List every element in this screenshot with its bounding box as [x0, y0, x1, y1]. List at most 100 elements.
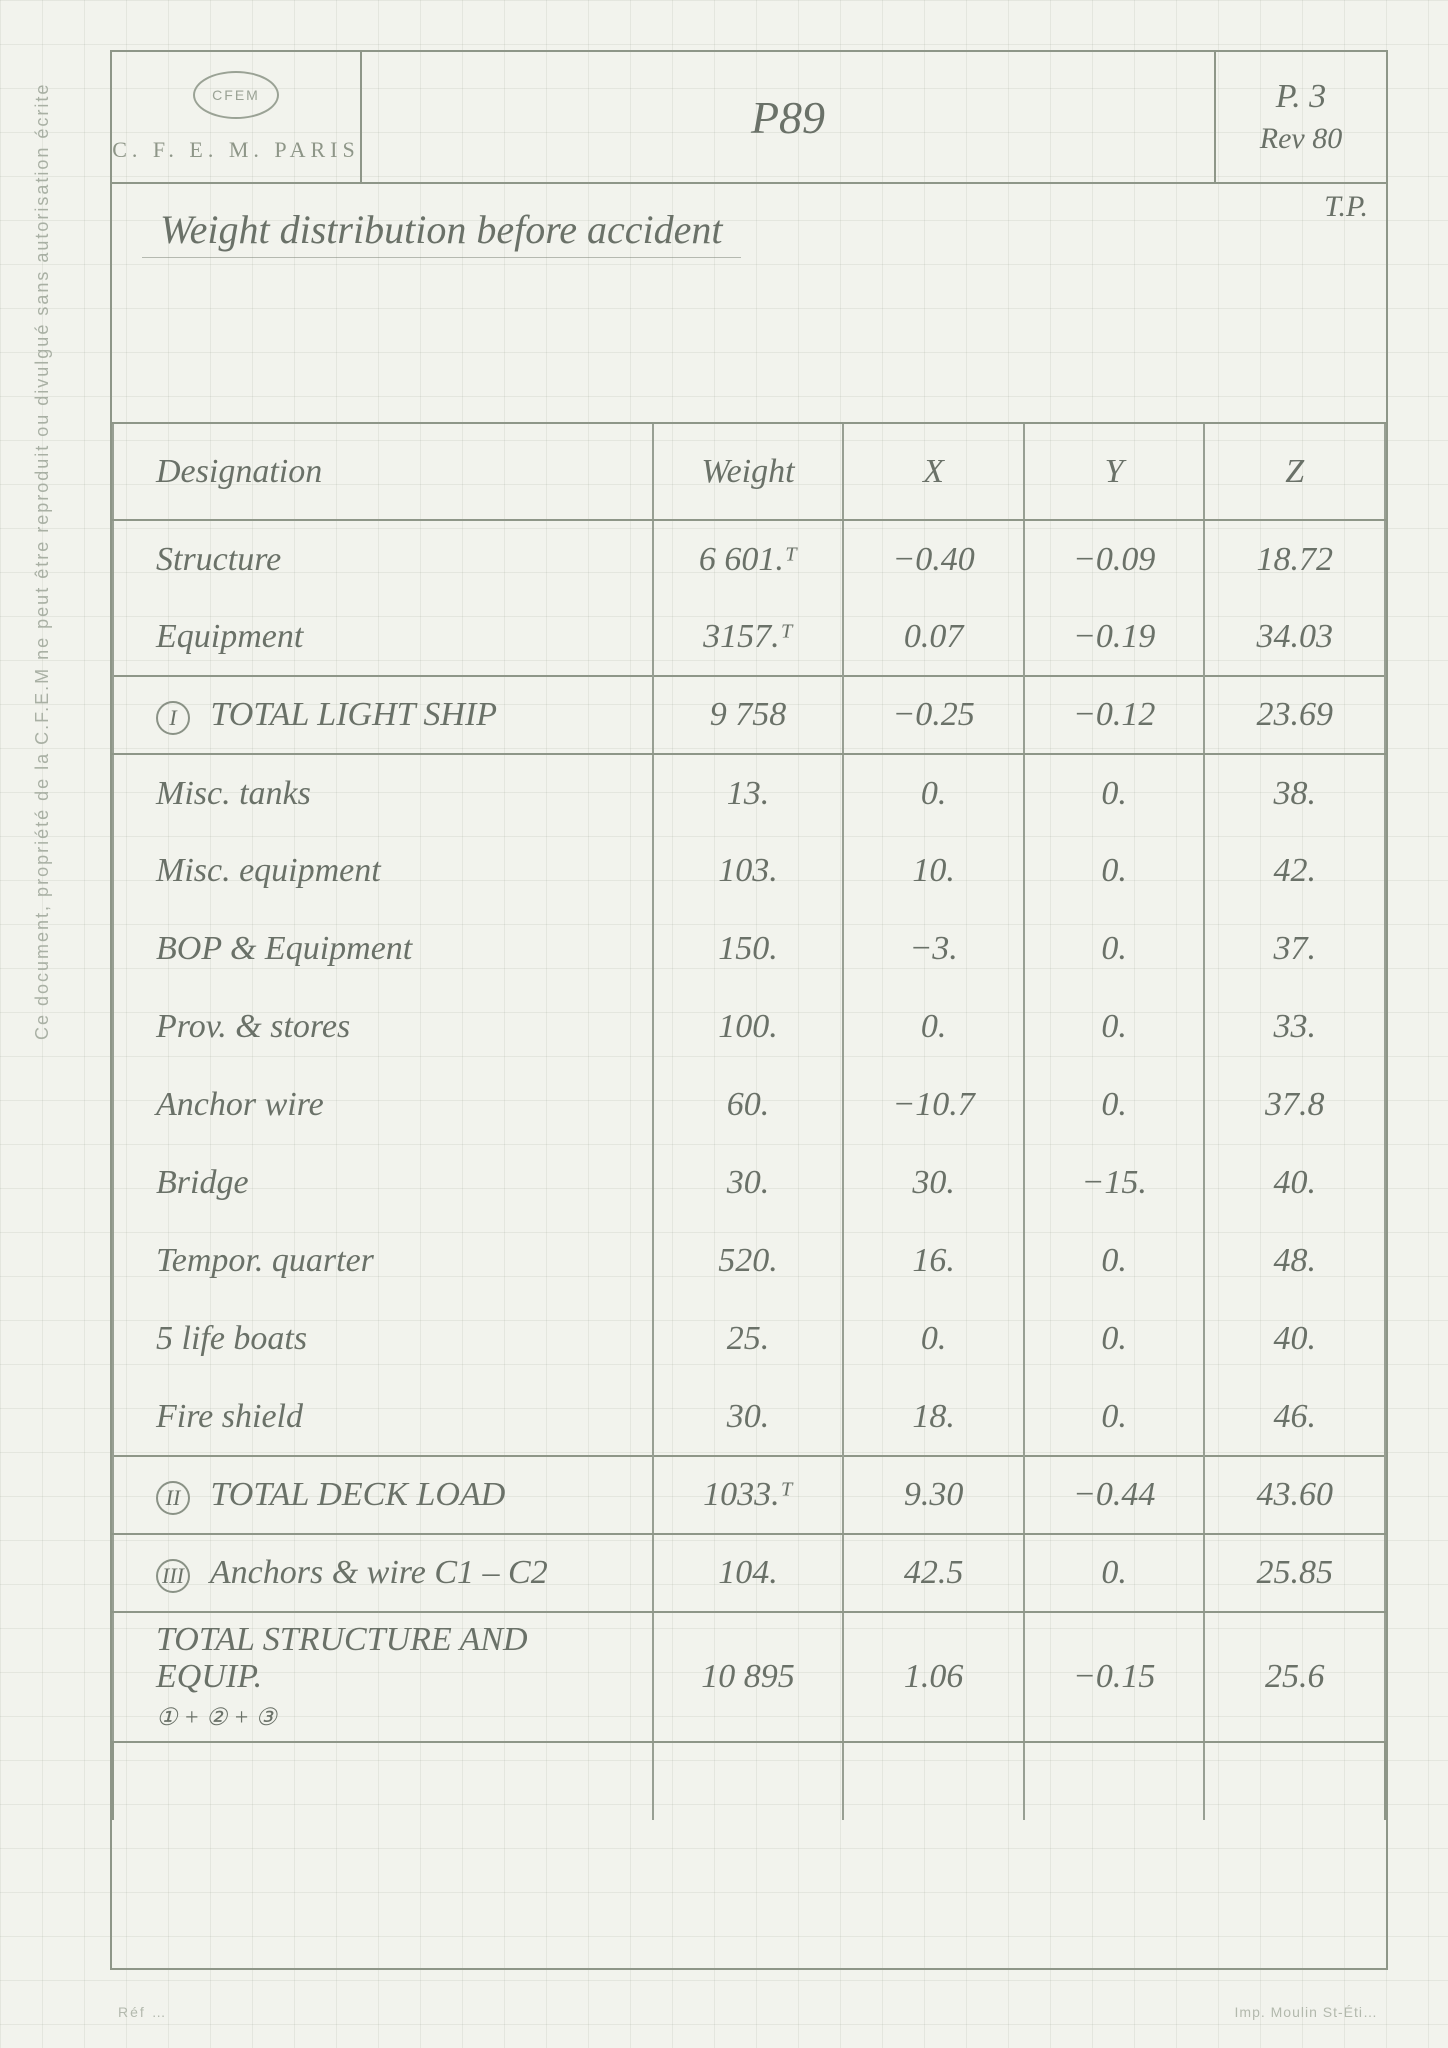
cell-y: 0.	[1024, 1378, 1205, 1456]
cell-y: 0.	[1024, 988, 1205, 1066]
weight-table: Designation Weight X Y Z Structure 6 601…	[112, 424, 1386, 1820]
cell-x: 10.	[843, 832, 1024, 910]
cell-x: −3.	[843, 910, 1024, 988]
footer-imprint: Imp. Moulin St-Éti…	[1235, 2004, 1378, 2020]
col-x: X	[843, 424, 1024, 520]
table-row: BOP & Equipment 150. −3. 0. 37.	[113, 910, 1385, 988]
column-header-row: Designation Weight X Y Z	[113, 424, 1385, 520]
copyright-side-note: Ce document, propriété de la C.F.E.M ne …	[32, 83, 53, 1040]
col-y: Y	[1024, 424, 1205, 520]
cell-y: −15.	[1024, 1144, 1205, 1222]
cell-z: 46.	[1204, 1378, 1385, 1456]
cell-z: 33.	[1204, 988, 1385, 1066]
col-designation: Designation	[113, 424, 653, 520]
table-row: Prov. & stores 100. 0. 0. 33.	[113, 988, 1385, 1066]
cell-x: 0.	[843, 754, 1024, 832]
cell-y: −0.09	[1024, 520, 1205, 598]
doc-code: P89	[751, 91, 825, 144]
cell-x: 9.30	[843, 1456, 1024, 1534]
table-row: Structure 6 601.ᵀ −0.40 −0.09 18.72	[113, 520, 1385, 598]
cell-designation: 5 life boats	[113, 1300, 653, 1378]
cell-y: −0.12	[1024, 676, 1205, 754]
cell-designation: Tempor. quarter	[113, 1222, 653, 1300]
cell-weight: 1033.ᵀ	[653, 1456, 844, 1534]
cell-y: −0.44	[1024, 1456, 1205, 1534]
cell-designation: BOP & Equipment	[113, 910, 653, 988]
cell-weight: 60.	[653, 1066, 844, 1144]
cell-weight: 100.	[653, 988, 844, 1066]
cell-y: 0.	[1024, 754, 1205, 832]
cell-z: 25.6	[1204, 1612, 1385, 1742]
cell-y: 0.	[1024, 832, 1205, 910]
cell-designation: Equipment	[113, 598, 653, 676]
cell-weight: 30.	[653, 1378, 844, 1456]
cell-weight: 30.	[653, 1144, 844, 1222]
form-sheet: CFEM C. F. E. M. PARIS P89 P. 3 Rev 80 T…	[110, 50, 1388, 1970]
cell-z: 48.	[1204, 1222, 1385, 1300]
cell-x: 0.	[843, 988, 1024, 1066]
cell-text: Anchors & wire C1 – C2	[210, 1554, 548, 1591]
empty-space	[113, 1742, 1385, 1820]
cell-z: 43.60	[1204, 1456, 1385, 1534]
cell-x: 0.07	[843, 598, 1024, 676]
subtotal-row-2: II TOTAL DECK LOAD 1033.ᵀ 9.30 −0.44 43.…	[113, 1456, 1385, 1534]
cell-z: 40.	[1204, 1300, 1385, 1378]
cell-x: 0.	[843, 1300, 1024, 1378]
subtotal-label: I TOTAL LIGHT SHIP	[113, 676, 653, 754]
cell-y: 0.	[1024, 1222, 1205, 1300]
cell-z: 25.85	[1204, 1534, 1385, 1612]
table-row: Misc. tanks 13. 0. 0. 38.	[113, 754, 1385, 832]
revision: Rev 80	[1260, 122, 1342, 156]
logo-subtitle: C. F. E. M. PARIS	[112, 137, 360, 163]
table-row: Tempor. quarter 520. 16. 0. 48.	[113, 1222, 1385, 1300]
col-z: Z	[1204, 424, 1385, 520]
cell-designation: Misc. equipment	[113, 832, 653, 910]
cell-y: 0.	[1024, 1300, 1205, 1378]
cell-z: 23.69	[1204, 676, 1385, 754]
cell-weight: 10 895	[653, 1612, 844, 1742]
cell-weight: 25.	[653, 1300, 844, 1378]
cell-x: −0.25	[843, 676, 1024, 754]
cell-z: 40.	[1204, 1144, 1385, 1222]
grand-total-label: TOTAL STRUCTURE AND EQUIP. ① + ② + ③	[113, 1612, 653, 1742]
subtotal-row-1: I TOTAL LIGHT SHIP 9 758 −0.25 −0.12 23.…	[113, 676, 1385, 754]
cell-weight: 9 758	[653, 676, 844, 754]
cell-x: −0.40	[843, 520, 1024, 598]
roman-badge-icon: III	[156, 1559, 190, 1593]
engineering-form-page: Ce document, propriété de la C.F.E.M ne …	[0, 0, 1448, 2048]
cell-z: 37.	[1204, 910, 1385, 988]
cell-z: 37.8	[1204, 1066, 1385, 1144]
cfem-logo: CFEM	[193, 71, 279, 119]
cell-z: 18.72	[1204, 520, 1385, 598]
logo-cell: CFEM C. F. E. M. PARIS	[112, 52, 362, 182]
cell-z: 38.	[1204, 754, 1385, 832]
cell-weight: 150.	[653, 910, 844, 988]
doc-code-cell: P89	[362, 52, 1216, 182]
cell-designation: Prov. & stores	[113, 988, 653, 1066]
subtotal-text: TOTAL DECK LOAD	[211, 1476, 506, 1513]
cell-x: −10.7	[843, 1066, 1024, 1144]
page-number: P. 3	[1276, 78, 1326, 116]
cell-y: 0.	[1024, 1066, 1205, 1144]
table-row: Misc. equipment 103. 10. 0. 42.	[113, 832, 1385, 910]
subtotal-label: II TOTAL DECK LOAD	[113, 1456, 653, 1534]
cell-y: 0.	[1024, 910, 1205, 988]
cell-x: 16.	[843, 1222, 1024, 1300]
grand-total-formula: ① + ② + ③	[156, 1705, 277, 1731]
cell-weight: 13.	[653, 754, 844, 832]
cell-x: 18.	[843, 1378, 1024, 1456]
cell-designation: Anchor wire	[113, 1066, 653, 1144]
cell-x: 30.	[843, 1144, 1024, 1222]
table-row: Anchor wire 60. −10.7 0. 37.8	[113, 1066, 1385, 1144]
cell-weight: 3157.ᵀ	[653, 598, 844, 676]
cell-weight: 6 601.ᵀ	[653, 520, 844, 598]
cell-designation: Misc. tanks	[113, 754, 653, 832]
col-weight: Weight	[653, 424, 844, 520]
grand-total-row: TOTAL STRUCTURE AND EQUIP. ① + ② + ③ 10 …	[113, 1612, 1385, 1742]
form-header: CFEM C. F. E. M. PARIS P89 P. 3 Rev 80	[112, 52, 1386, 184]
cell-designation: Fire shield	[113, 1378, 653, 1456]
cell-z: 34.03	[1204, 598, 1385, 676]
cell-y: −0.15	[1024, 1612, 1205, 1742]
roman-badge-icon: II	[156, 1481, 190, 1515]
cell-weight: 103.	[653, 832, 844, 910]
